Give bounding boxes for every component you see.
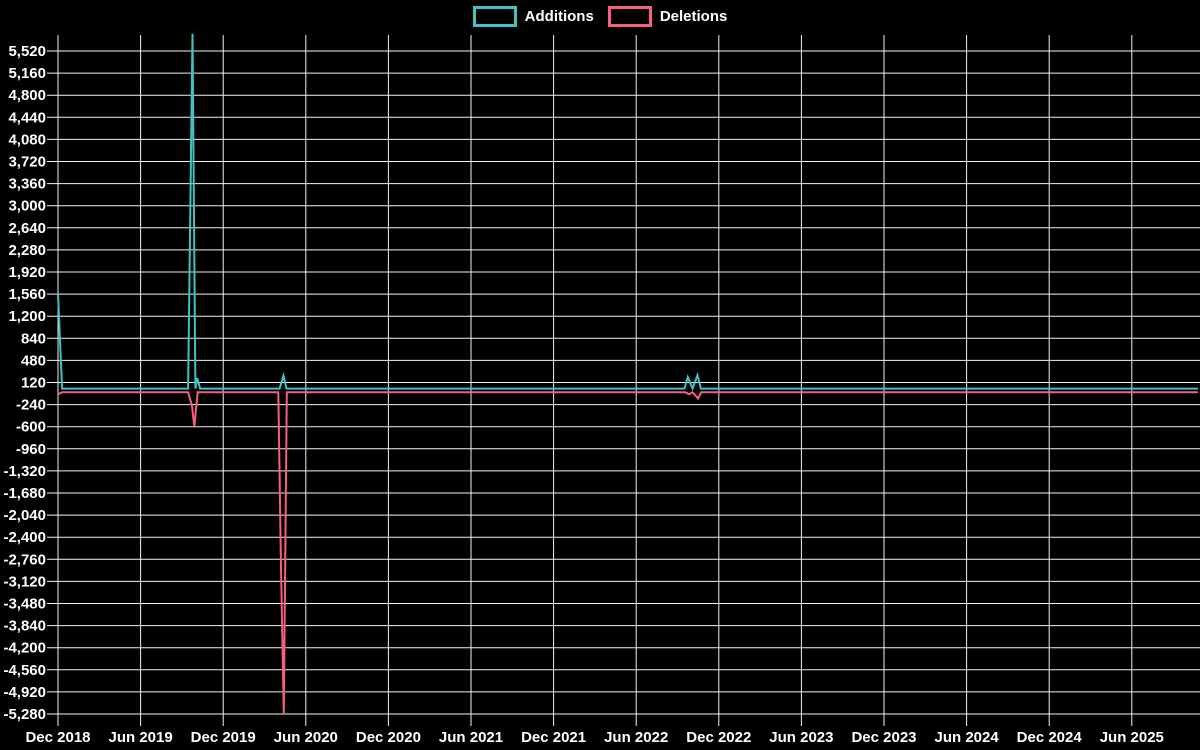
y-axis-tick-label: -2,040 <box>3 507 46 524</box>
y-axis-tick-label: 3,000 <box>8 198 46 215</box>
y-axis-tick-label: 1,920 <box>8 264 46 281</box>
x-axis-tick-label: Jun 2020 <box>274 729 338 746</box>
y-axis-tick-label: -4,200 <box>3 640 46 657</box>
y-axis-tick-label: 840 <box>21 330 46 347</box>
x-axis-tick-label: Dec 2024 <box>1017 729 1083 746</box>
y-axis-tick-label: -1,680 <box>3 485 46 502</box>
y-axis-tick-label: -2,400 <box>3 529 46 546</box>
y-axis-tick-label: 4,080 <box>8 131 46 148</box>
y-axis-tick-label: -240 <box>16 397 46 414</box>
x-axis-tick-label: Jun 2019 <box>108 729 172 746</box>
deletions-swatch-icon <box>607 6 652 27</box>
y-axis-tick-label: -4,920 <box>3 684 46 701</box>
y-axis-tick-label: -3,840 <box>3 618 46 635</box>
legend-label-additions: Additions <box>524 8 594 25</box>
y-axis-tick-label: 5,520 <box>8 43 46 60</box>
y-axis-tick-label: 120 <box>21 375 46 392</box>
x-axis-tick-label: Jun 2021 <box>439 729 503 746</box>
y-axis-tick-label: -2,760 <box>3 551 46 568</box>
y-axis-tick-label: 1,560 <box>8 286 46 303</box>
y-axis-tick-label: 3,360 <box>8 176 46 193</box>
y-axis-tick-label: 5,160 <box>8 65 46 82</box>
y-axis-tick-label: -3,120 <box>3 573 46 590</box>
legend-label-deletions: Deletions <box>659 8 728 25</box>
x-axis-tick-label: Dec 2021 <box>521 729 586 746</box>
legend-item-additions[interactable]: Additions <box>472 6 594 27</box>
y-axis-tick-label: 4,800 <box>8 87 46 104</box>
y-axis-tick-label: -5,280 <box>3 706 46 723</box>
y-axis-tick-label: -4,560 <box>3 662 46 679</box>
x-axis-tick-label: Jun 2023 <box>769 729 833 746</box>
y-axis-tick-label: -3,480 <box>3 596 46 613</box>
y-axis-tick-label: -960 <box>16 441 46 458</box>
x-axis-tick-label: Dec 2019 <box>191 729 256 746</box>
series-line-additions <box>57 33 1198 392</box>
x-axis-tick-label: Dec 2020 <box>356 729 421 746</box>
y-axis-tick-label: 2,640 <box>8 220 46 237</box>
y-axis-tick-label: 480 <box>21 352 46 369</box>
y-axis-tick-label: -1,320 <box>3 463 46 480</box>
x-axis-tick-label: Jun 2025 <box>1100 729 1164 746</box>
x-axis-tick-label: Dec 2018 <box>25 729 90 746</box>
y-axis-tick-label: -600 <box>16 419 46 436</box>
y-axis-tick-label: 4,440 <box>8 109 46 126</box>
x-axis-tick-label: Dec 2023 <box>851 729 916 746</box>
x-axis-tick-label: Dec 2022 <box>686 729 751 746</box>
chart-legend: Additions Deletions <box>0 6 1200 27</box>
series-line-deletions <box>57 391 1198 715</box>
x-axis-tick-label: Jun 2022 <box>604 729 668 746</box>
y-axis-tick-label: 3,720 <box>8 154 46 171</box>
additions-swatch-icon <box>472 6 517 27</box>
legend-item-deletions[interactable]: Deletions <box>607 6 728 27</box>
x-axis-tick-label: Jun 2024 <box>934 729 999 746</box>
y-axis-tick-label: 1,200 <box>8 308 46 325</box>
y-axis-tick-label: 2,280 <box>8 242 46 259</box>
